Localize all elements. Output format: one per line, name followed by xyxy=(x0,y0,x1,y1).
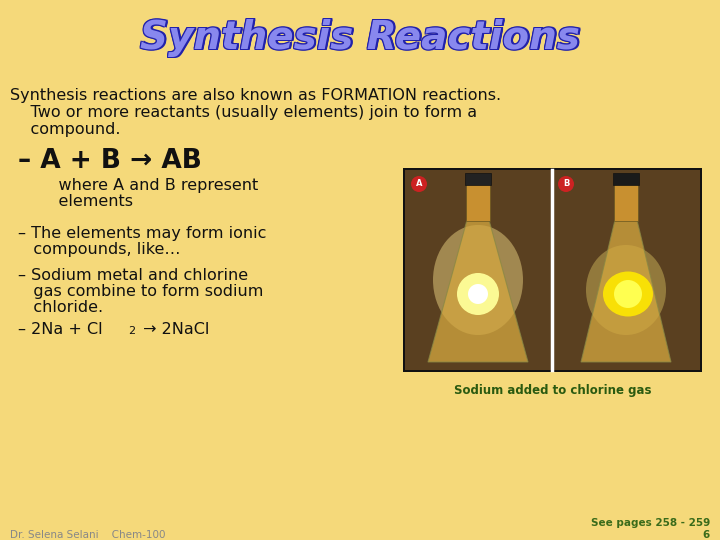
Bar xyxy=(465,173,491,185)
Bar xyxy=(466,175,490,221)
Ellipse shape xyxy=(614,280,642,308)
Text: Sodium added to chlorine gas: Sodium added to chlorine gas xyxy=(454,384,652,397)
Circle shape xyxy=(558,176,574,192)
Ellipse shape xyxy=(468,284,488,304)
Text: Synthesis Reactions: Synthesis Reactions xyxy=(138,19,578,57)
Text: compound.: compound. xyxy=(10,122,120,137)
Text: chloride.: chloride. xyxy=(18,300,103,315)
Text: Synthesis Reactions: Synthesis Reactions xyxy=(140,19,580,57)
Polygon shape xyxy=(428,220,528,362)
Bar xyxy=(403,168,702,372)
Text: Synthesis Reactions: Synthesis Reactions xyxy=(142,21,582,58)
Ellipse shape xyxy=(433,225,523,335)
Text: – The elements may form ionic: – The elements may form ionic xyxy=(18,226,266,241)
Text: – A + B → AB: – A + B → AB xyxy=(18,148,202,174)
Ellipse shape xyxy=(603,272,653,316)
Ellipse shape xyxy=(457,273,499,315)
Text: Synthesis Reactions: Synthesis Reactions xyxy=(140,21,580,58)
Text: – 2Na + Cl: – 2Na + Cl xyxy=(18,322,103,337)
Text: Synthesis reactions are also known as FORMATION reactions.: Synthesis reactions are also known as FO… xyxy=(10,88,501,103)
Text: Two or more reactants (usually elements) join to form a: Two or more reactants (usually elements)… xyxy=(10,105,477,120)
Bar xyxy=(405,170,700,370)
Text: Synthesis Reactions: Synthesis Reactions xyxy=(142,17,582,56)
Text: compounds, like…: compounds, like… xyxy=(18,242,181,257)
Text: Synthesis Reactions: Synthesis Reactions xyxy=(138,17,578,56)
Bar xyxy=(614,175,638,221)
Text: → 2NaCl: → 2NaCl xyxy=(138,322,210,337)
Bar xyxy=(613,173,639,185)
Text: Synthesis Reactions: Synthesis Reactions xyxy=(142,19,582,57)
Text: Synthesis Reactions: Synthesis Reactions xyxy=(138,21,578,58)
Polygon shape xyxy=(581,220,671,362)
Ellipse shape xyxy=(586,245,666,335)
Text: 6: 6 xyxy=(703,530,710,540)
Text: See pages 258 - 259: See pages 258 - 259 xyxy=(590,518,710,528)
Text: – Sodium metal and chlorine: – Sodium metal and chlorine xyxy=(18,268,248,283)
Text: gas combine to form sodium: gas combine to form sodium xyxy=(18,284,264,299)
Text: A: A xyxy=(415,179,422,188)
Text: where A and B represent: where A and B represent xyxy=(38,178,258,193)
Text: 2: 2 xyxy=(128,326,135,336)
Text: B: B xyxy=(563,179,570,188)
Text: Dr. Selena Selani    Chem-100: Dr. Selena Selani Chem-100 xyxy=(10,530,166,540)
Text: Synthesis Reactions: Synthesis Reactions xyxy=(140,17,580,56)
Circle shape xyxy=(411,176,427,192)
Text: elements: elements xyxy=(38,194,133,209)
